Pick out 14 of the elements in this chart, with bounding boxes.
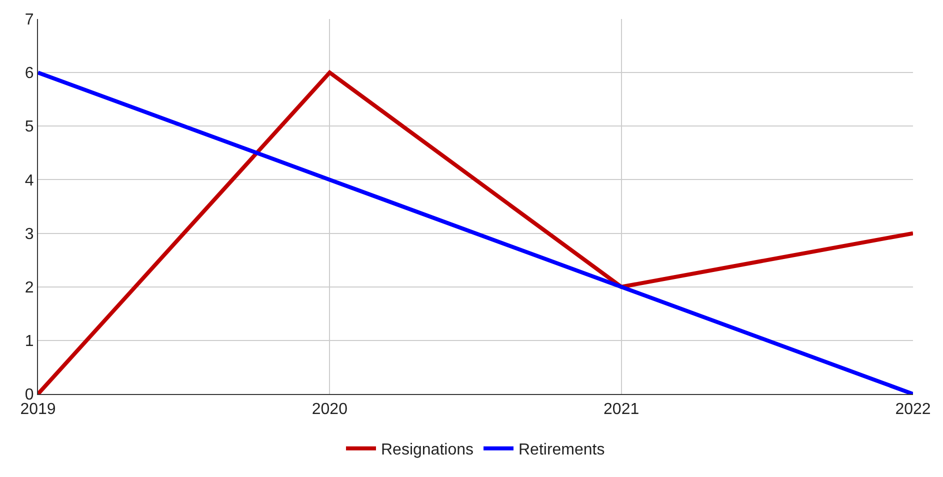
y-tick-label: 6 bbox=[24, 65, 34, 82]
y-tick-label: 0 bbox=[24, 386, 34, 404]
y-tick-label: 3 bbox=[24, 226, 34, 243]
y-tick-label: 1 bbox=[24, 333, 34, 350]
y-tick-label: 2 bbox=[24, 279, 34, 296]
x-tick-label: 2022 bbox=[895, 401, 931, 418]
x-tick-label: 2021 bbox=[604, 401, 640, 418]
x-tick-label: 2020 bbox=[312, 401, 348, 418]
y-tick-label: 7 bbox=[24, 12, 34, 29]
x-tick-label: 2019 bbox=[20, 401, 56, 418]
y-tick-label: 5 bbox=[24, 118, 34, 136]
legend-label: Retirements bbox=[518, 442, 605, 459]
y-tick-label: 4 bbox=[24, 172, 34, 190]
legend-label: Resignations bbox=[381, 442, 474, 459]
